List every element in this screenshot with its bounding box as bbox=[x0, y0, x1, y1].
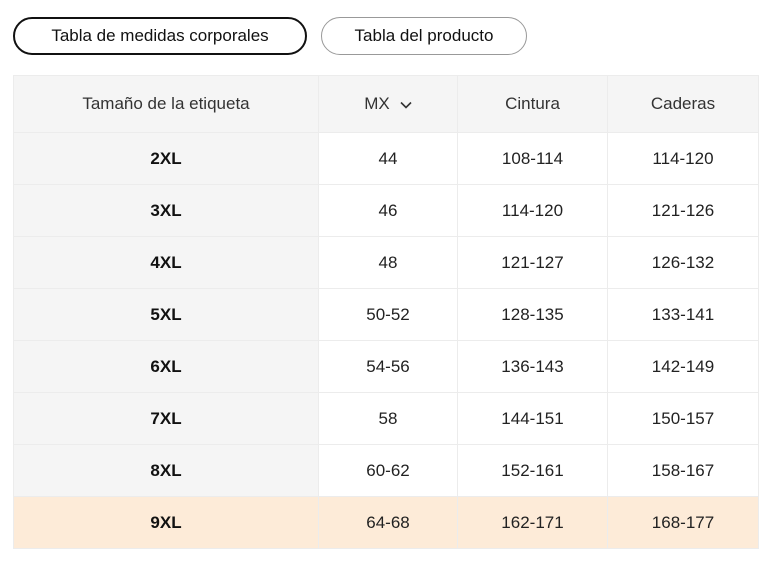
table-cell: 133-141 bbox=[607, 288, 759, 341]
table-cell: 44 bbox=[318, 132, 458, 185]
table-cell: 136-143 bbox=[457, 340, 608, 393]
table-row: 8XL 60-62 152-161 158-167 bbox=[13, 444, 759, 497]
table-cell: 121-126 bbox=[607, 184, 759, 237]
header-row: Tamaño de la etiqueta MX Cintura Caderas bbox=[13, 75, 759, 133]
size-label: 6XL bbox=[13, 340, 319, 393]
tab-body-measurements[interactable]: Tabla de medidas corporales bbox=[13, 17, 307, 55]
table-cell: 144-151 bbox=[457, 392, 608, 445]
table-row: 9XL 64-68 162-171 168-177 bbox=[13, 496, 759, 549]
header-text: Cintura bbox=[505, 94, 560, 113]
table-cell: 121-127 bbox=[457, 236, 608, 289]
table-cell: 60-62 bbox=[318, 444, 458, 497]
table-cell: 142-149 bbox=[607, 340, 759, 393]
tab-product[interactable]: Tabla del producto bbox=[321, 17, 527, 55]
size-label: 2XL bbox=[13, 132, 319, 185]
table-cell: 168-177 bbox=[607, 496, 759, 549]
size-label: 9XL bbox=[13, 496, 319, 549]
table-cell: 158-167 bbox=[607, 444, 759, 497]
table-cell: 114-120 bbox=[607, 132, 759, 185]
table-cell: 50-52 bbox=[318, 288, 458, 341]
table-body: 2XL 44 108-114 114-120 3XL 46 114-120 121-126 4X… bbox=[13, 132, 759, 549]
table-row: 5XL 50-52 128-135 133-141 bbox=[13, 288, 759, 341]
header-cell: Tamaño de la etiqueta bbox=[13, 75, 319, 133]
dropdown-chevron bbox=[400, 101, 412, 109]
table-row: 7XL 58 144-151 150-157 bbox=[13, 392, 759, 445]
table-cell: 58 bbox=[318, 392, 458, 445]
header-cell[interactable]: MX bbox=[318, 75, 458, 133]
size-label: 4XL bbox=[13, 236, 319, 289]
header-cell: Caderas bbox=[607, 75, 759, 133]
table-row: 6XL 54-56 136-143 142-149 bbox=[13, 340, 759, 393]
size-label: 5XL bbox=[13, 288, 319, 341]
table-cell: 48 bbox=[318, 236, 458, 289]
header-text: Tamaño de la etiqueta bbox=[82, 94, 250, 113]
table-cell: 114-120 bbox=[457, 184, 608, 237]
table-cell: 126-132 bbox=[607, 236, 759, 289]
header-cell: Cintura bbox=[457, 75, 608, 133]
table-cell: 152-161 bbox=[457, 444, 608, 497]
table-cell: 64-68 bbox=[318, 496, 458, 549]
table-row: 4XL 48 121-127 126-132 bbox=[13, 236, 759, 289]
table-cell: 46 bbox=[318, 184, 458, 237]
table-cell: 108-114 bbox=[457, 132, 608, 185]
header-text: Caderas bbox=[650, 94, 716, 113]
table-cell: 54-56 bbox=[318, 340, 458, 393]
size-table: Tamaño de la etiqueta MX Cintura Caderas 2X… bbox=[13, 75, 759, 549]
header-text: MX bbox=[364, 94, 390, 113]
size-label: 8XL bbox=[13, 444, 319, 497]
table-row: 2XL 44 108-114 114-120 bbox=[13, 132, 759, 185]
size-label: 7XL bbox=[13, 392, 319, 445]
table-row: 3XL 46 114-120 121-126 bbox=[13, 184, 759, 237]
table-cell: 150-157 bbox=[607, 392, 759, 445]
table-cell: 128-135 bbox=[457, 288, 608, 341]
table-cell: 162-171 bbox=[457, 496, 608, 549]
size-label: 3XL bbox=[13, 184, 319, 237]
